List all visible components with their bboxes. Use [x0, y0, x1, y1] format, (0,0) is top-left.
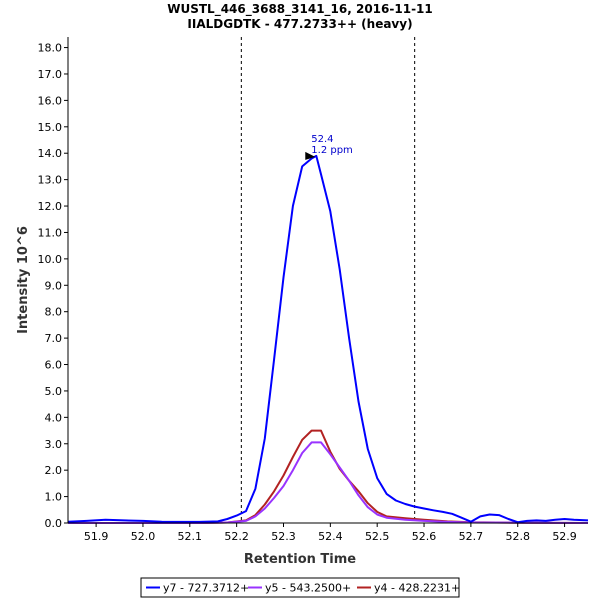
- chart-subtitle: IIALDGDTK - 477.2733++ (heavy): [187, 17, 412, 31]
- y-tick-label: 7.0: [45, 332, 63, 345]
- x-tick-label: 52.3: [271, 530, 296, 543]
- x-axis-label: Retention Time: [244, 552, 356, 567]
- legend-label: y7 - 727.3712+: [163, 582, 249, 595]
- x-tick-label: 52.4: [318, 530, 343, 543]
- x-tick-label: 51.9: [84, 530, 109, 543]
- series-line: [68, 441, 589, 524]
- legend-label: y4 - 428.2231+: [374, 582, 460, 595]
- y-tick-label: 17.0: [38, 68, 63, 81]
- y-ticks: 0.0 1.0 2.0 3.0 4.0 5.0 6.0 7.0 8.0 9.0 10.0 11.0 12…: [38, 42, 68, 530]
- peak-marker-icon: [305, 151, 316, 160]
- y-tick-label: 15.0: [38, 121, 63, 134]
- x-tick-label: 52.2: [224, 530, 249, 543]
- plot-area: [68, 37, 588, 523]
- y-tick-label: 12.0: [38, 200, 63, 213]
- y-tick-label: 5.0: [45, 385, 63, 398]
- chart-title: WUSTL_446_3688_3141_16, 2016-11-11: [167, 2, 433, 17]
- x-tick-label: 52.1: [178, 530, 203, 543]
- series-layer: [67, 154, 589, 524]
- series-line: [67, 154, 589, 524]
- legend-label: y5 - 543.2500+: [265, 582, 351, 595]
- peak-annotation: 52.4 1.2 ppm: [305, 134, 353, 160]
- legend-box: [140, 577, 460, 598]
- y-tick-label: 8.0: [45, 306, 63, 319]
- y-tick-label: 16.0: [38, 94, 63, 107]
- legend: y7 - 727.3712+ y5 - 543.2500+ y4 - 428.223…: [140, 577, 460, 598]
- y-tick-label: 4.0: [45, 411, 63, 424]
- x-tick-label: 52.9: [552, 530, 577, 543]
- y-tick-label: 3.0: [45, 438, 63, 451]
- y-tick-label: 10.0: [38, 253, 63, 266]
- y-tick-label: 0.0: [45, 517, 63, 530]
- peak-rt-label: 52.4: [311, 134, 333, 145]
- y-tick-label: 1.0: [45, 491, 63, 504]
- x-tick-label: 52.8: [505, 530, 530, 543]
- y-tick-label: 13.0: [38, 174, 63, 187]
- integration-boundaries: [240, 37, 416, 523]
- peak-ppm-label: 1.2 ppm: [311, 145, 353, 156]
- x-tick-label: 52.7: [459, 530, 484, 543]
- x-tick-label: 52.5: [365, 530, 390, 543]
- y-tick-label: 14.0: [38, 147, 63, 160]
- y-tick-label: 6.0: [45, 359, 63, 372]
- y-tick-label: 11.0: [38, 226, 63, 239]
- x-tick-label: 52.0: [131, 530, 156, 543]
- x-ticks: 51.9 52.0 52.1 52.2 52.3 52.4 52.5 52.6 52.7 52.8…: [84, 523, 577, 543]
- y-tick-label: 2.0: [45, 464, 63, 477]
- x-tick-label: 52.6: [412, 530, 437, 543]
- y-tick-label: 18.0: [38, 42, 63, 55]
- y-tick-label: 9.0: [45, 279, 63, 292]
- y-axis-label: Intensity 10^6: [16, 226, 31, 334]
